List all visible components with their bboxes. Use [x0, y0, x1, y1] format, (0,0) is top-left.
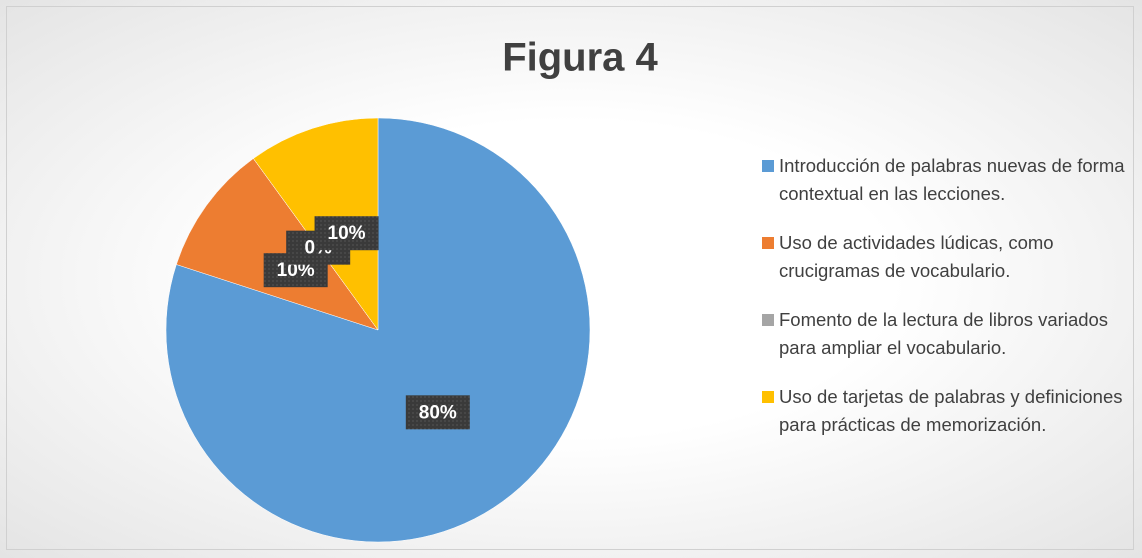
data-label-text: 10%	[328, 223, 366, 244]
legend-swatch	[762, 237, 774, 249]
legend-text: Introducción de palabras nuevas de forma…	[779, 155, 1125, 204]
legend: Introducción de palabras nuevas de forma…	[762, 152, 1132, 439]
legend-swatch	[762, 160, 774, 172]
data-label: 10%	[314, 216, 379, 251]
chart-border	[6, 6, 1134, 550]
legend-text: Fomento de la lectura de libros variados…	[779, 309, 1109, 358]
data-label: 80%	[405, 395, 470, 430]
data-label-box	[314, 216, 379, 251]
legend-item: Uso de actividades lúdicas, como crucigr…	[762, 229, 1132, 285]
legend-item: Introducción de palabras nuevas de forma…	[762, 152, 1132, 208]
legend-swatch	[762, 314, 774, 326]
legend-swatch	[762, 391, 774, 403]
data-label-box	[405, 395, 470, 430]
data-label-text: 80%	[419, 402, 457, 423]
legend-item: Uso de tarjetas de palabras y definicion…	[762, 383, 1132, 439]
chart-title: Figura 4	[502, 36, 658, 80]
legend-text: Uso de actividades lúdicas, como crucigr…	[779, 232, 1054, 281]
data-label-text: 10%	[277, 260, 315, 281]
legend-item: Fomento de la lectura de libros variados…	[762, 306, 1132, 362]
legend-text: Uso de tarjetas de palabras y definicion…	[779, 386, 1123, 435]
